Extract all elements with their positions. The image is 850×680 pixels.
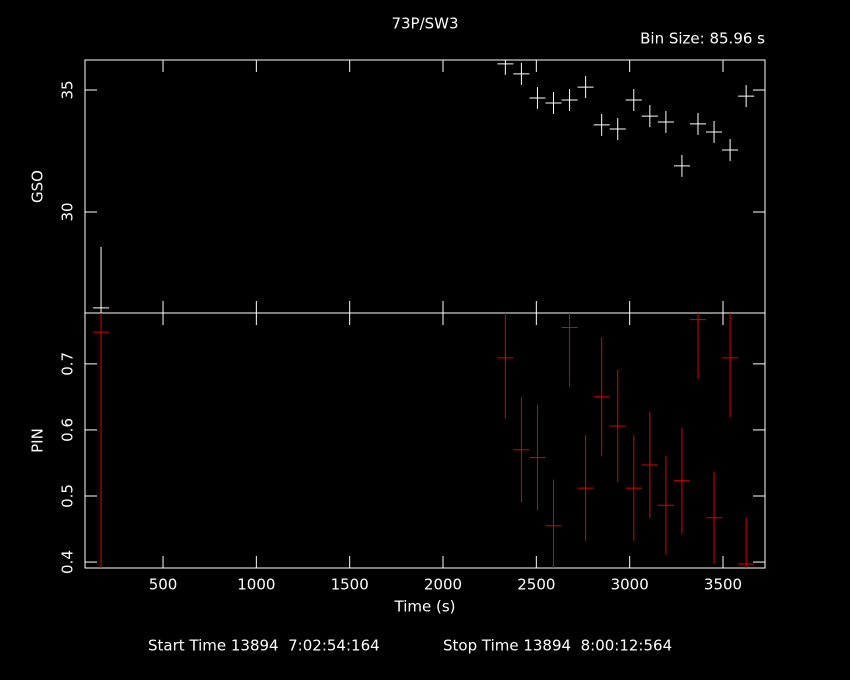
- chart-title: 73P/SW3: [391, 15, 458, 33]
- y-axis-label: PIN: [29, 428, 47, 453]
- footer-stop: Stop Time 13894 8:00:12:564: [443, 637, 672, 655]
- x-axis-label: Time (s): [394, 598, 456, 616]
- y-tick-label: 35: [59, 80, 77, 99]
- y-tick-label: 0.4: [59, 550, 77, 574]
- footer-start: Start Time 13894 7:02:54:164: [148, 637, 380, 655]
- x-tick-label: 2500: [517, 576, 555, 594]
- chart-subtitle: Bin Size: 85.96 s: [640, 30, 765, 48]
- y-tick-label: 0.6: [59, 418, 77, 442]
- y-axis-label: GSO: [29, 170, 47, 203]
- x-tick-label: 500: [149, 576, 178, 594]
- x-tick-label: 1000: [237, 576, 275, 594]
- series: [93, 60, 755, 313]
- x-tick-label: 3500: [704, 576, 742, 594]
- y-tick-label: 0.5: [59, 484, 77, 508]
- series: [93, 313, 755, 568]
- x-tick-label: 1500: [331, 576, 369, 594]
- x-tick-label: 3000: [611, 576, 649, 594]
- plot-frame: [84, 312, 766, 569]
- x-tick-label: 2000: [424, 576, 462, 594]
- y-tick-label: 0.7: [59, 352, 77, 376]
- y-tick-label: 30: [59, 202, 77, 221]
- plot-frame: [84, 59, 766, 314]
